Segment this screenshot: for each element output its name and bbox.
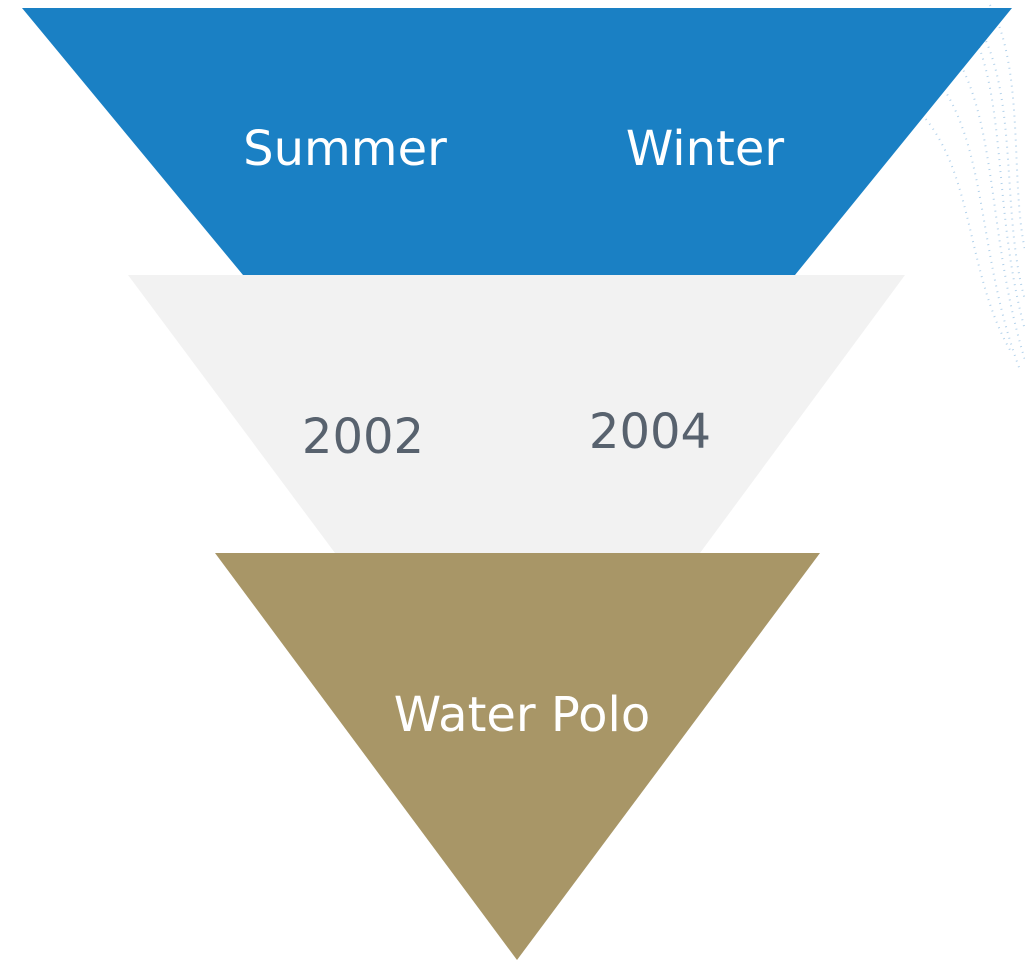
level-1-shape (22, 8, 1012, 275)
level-label: Winter (626, 121, 785, 177)
page: Summer Winter 2002 2004 Water Polo (() =… (0, 0, 1025, 963)
level-3-shape (215, 553, 820, 960)
diagram: Summer Winter 2002 2004 Water Polo (0, 0, 1025, 963)
level-label: 2002 (302, 409, 424, 465)
level-2-shape (128, 275, 905, 553)
level-label: Water Polo (394, 687, 650, 743)
level-label: 2004 (589, 404, 711, 460)
level-label: Summer (243, 121, 447, 177)
